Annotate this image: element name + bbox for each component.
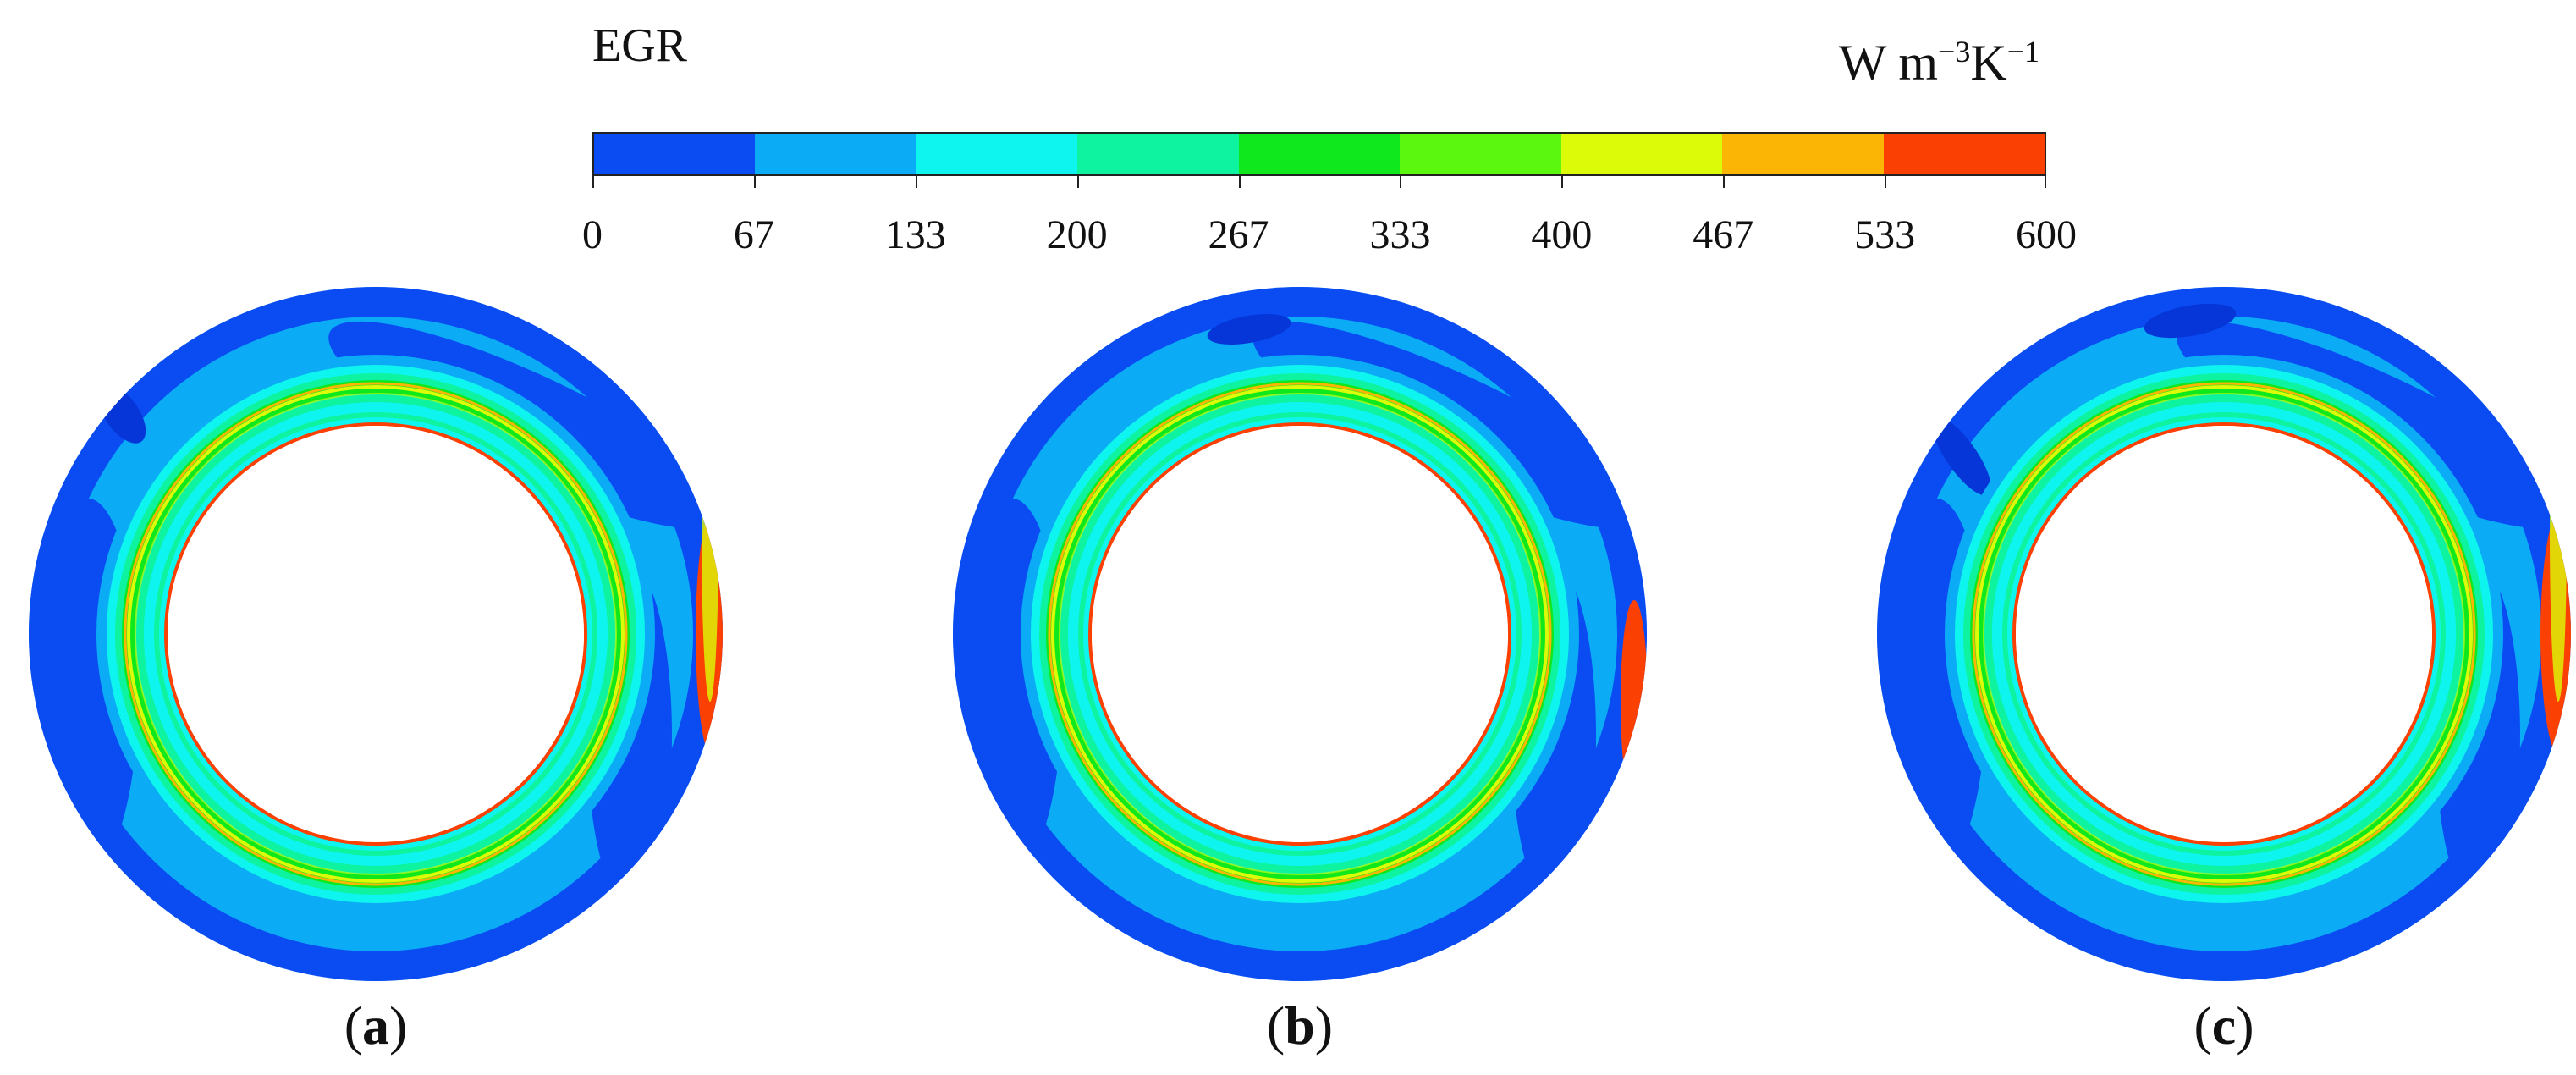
- colorbar-tick-label: 467: [1693, 212, 1754, 257]
- colorbar-segment: [916, 134, 1078, 174]
- colorbar-tick-label: 267: [1208, 212, 1269, 257]
- caption-b: (b): [1266, 995, 1334, 1056]
- colorbar-tick: [1723, 176, 1726, 188]
- colorbar-tick-label: 533: [1854, 212, 1916, 257]
- colorbar-segment: [1400, 134, 1561, 174]
- colorbar-segment: [755, 134, 916, 174]
- colorbar-tick: [1885, 176, 1887, 188]
- caption-b-letter: b: [1285, 995, 1315, 1056]
- colorbar-segment: [1077, 134, 1239, 174]
- colorbar-title: EGR: [592, 19, 687, 72]
- caption-a-letter: a: [362, 995, 389, 1056]
- caption-a: (a): [344, 995, 408, 1056]
- contour-panel-b: [949, 284, 1650, 984]
- unit-base: W m: [1838, 35, 1939, 91]
- colorbar-tick-label: 0: [582, 212, 603, 257]
- colorbar-tick-label: 400: [1531, 212, 1593, 257]
- contour-plot: [29, 287, 723, 981]
- contour-plot: [1877, 287, 2571, 981]
- colorbar-tick-label: 600: [2016, 212, 2077, 257]
- colorbar-tick: [592, 176, 594, 188]
- colorbar-segment: [594, 134, 756, 174]
- colorbar-tick: [753, 176, 756, 188]
- caption-c-letter: c: [2211, 995, 2237, 1056]
- colorbar-tick-label: 200: [1046, 212, 1108, 257]
- colorbar-tick: [2045, 176, 2046, 188]
- colorbar-ticks: [592, 176, 2046, 188]
- unit-exp2: −1: [2006, 35, 2039, 69]
- colorbar-tick-label: 67: [733, 212, 774, 257]
- colorbar-tick-label: 133: [884, 212, 946, 257]
- unit-label: W m−3K−1: [1839, 34, 2039, 92]
- caption-c: (c): [2193, 995, 2254, 1056]
- colorbar-tick: [1238, 176, 1241, 188]
- colorbar-tick-label: 333: [1369, 212, 1431, 257]
- colorbar-segment: [1722, 134, 1884, 174]
- contour-panel-a: [25, 284, 726, 984]
- colorbar-segment: [1560, 134, 1723, 174]
- colorbar-segment: [1883, 134, 2045, 174]
- colorbar-tick: [1561, 176, 1564, 188]
- colorbar: [592, 132, 2046, 176]
- colorbar-tick: [915, 176, 917, 188]
- contour-plot: [953, 287, 1647, 981]
- colorbar-segment: [1238, 134, 1401, 174]
- colorbar-tick: [1076, 176, 1079, 188]
- unit-mid: K: [1970, 35, 2007, 91]
- contour-panel-c: [1874, 284, 2574, 984]
- colorbar-tick: [1400, 176, 1402, 188]
- unit-exp1: −3: [1938, 35, 1971, 69]
